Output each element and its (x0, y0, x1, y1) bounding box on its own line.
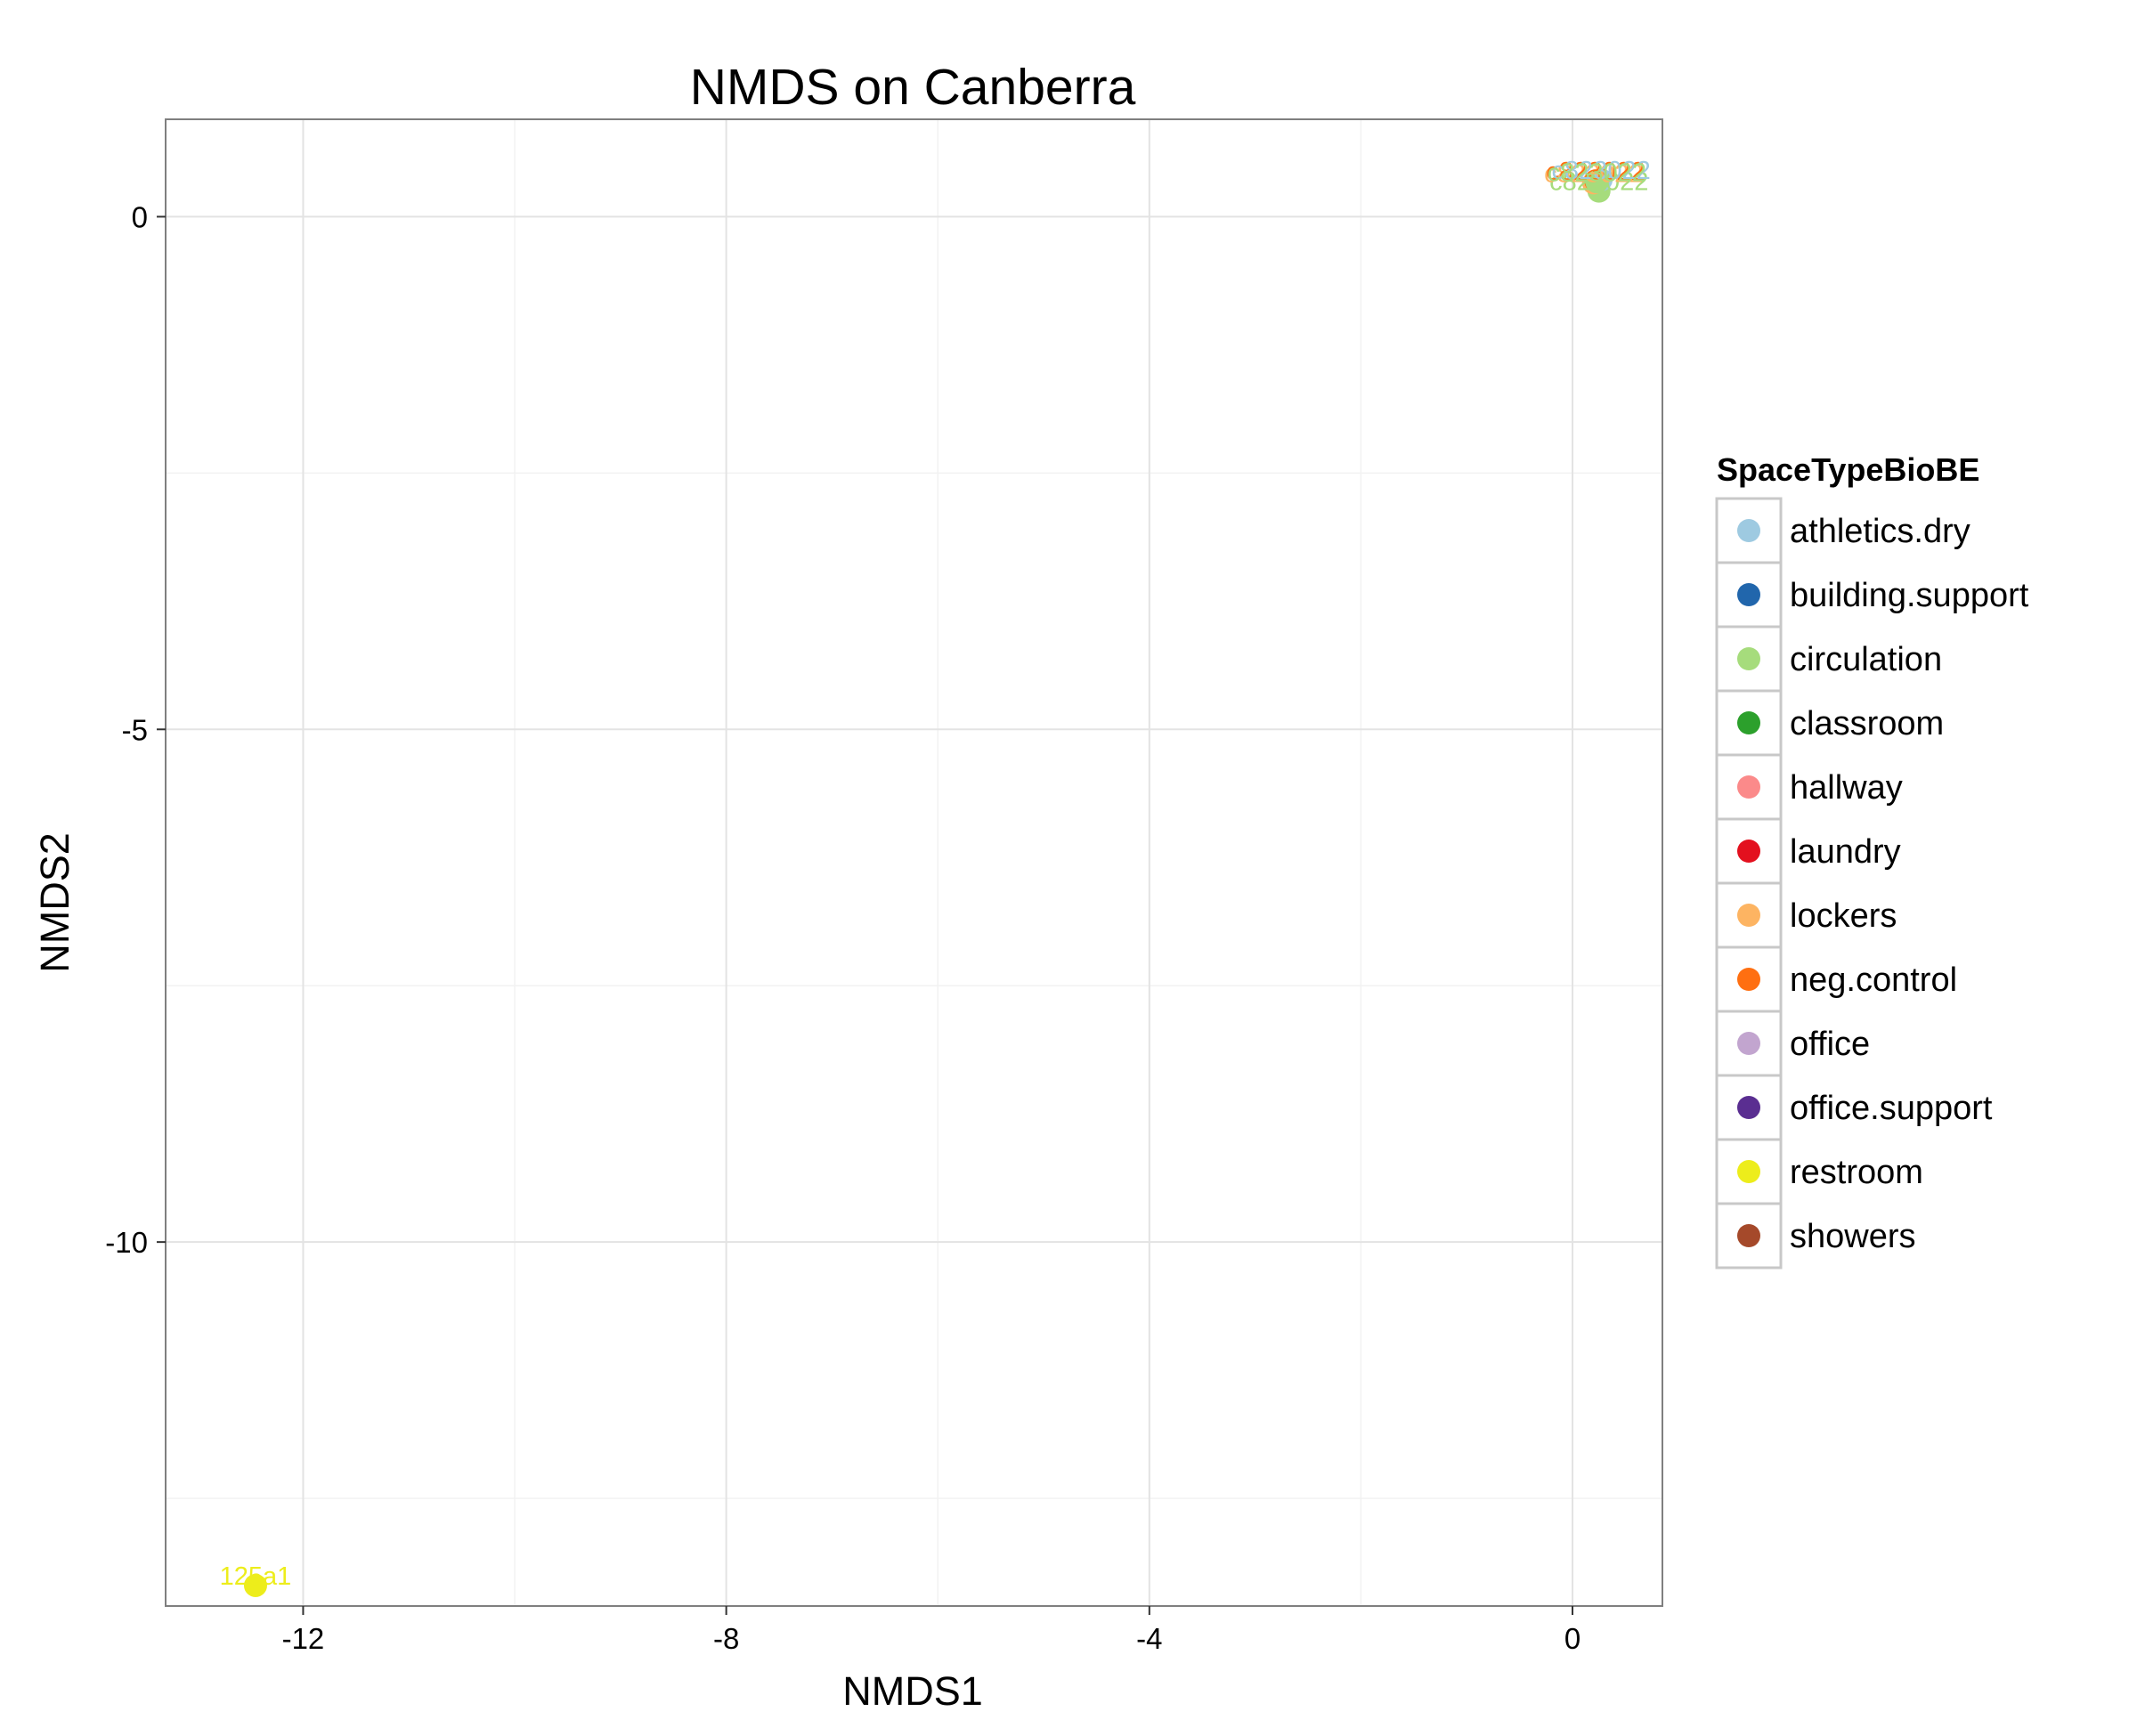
point-label: c823022 (1544, 159, 1643, 188)
legend-key-point (1737, 1032, 1760, 1055)
legend-key-point (1737, 711, 1760, 734)
chart-title: NMDS on Canberra (690, 59, 1136, 116)
legend-title: SpaceTypeBioBE (1717, 451, 1979, 488)
y-tick-label: -5 (122, 713, 148, 746)
legend-key-point (1737, 519, 1760, 542)
legend-label: neg.control (1790, 961, 1957, 999)
legend-label: building.support (1790, 577, 2029, 614)
point-label: c823022 (1548, 158, 1646, 187)
legend-label: showers (1790, 1218, 1916, 1255)
y-tick-label: 0 (132, 200, 148, 233)
data-point (1585, 170, 1609, 194)
x-tick-label: -4 (1136, 1622, 1162, 1655)
legend-key-point (1737, 968, 1760, 991)
point-label: c823022 (1551, 157, 1650, 185)
point-label: c823022 (1547, 158, 1645, 186)
legend: SpaceTypeBioBE athletics.dry building.sup… (1715, 451, 2029, 1270)
data-point (243, 1573, 267, 1597)
legend-key-point (1737, 1160, 1760, 1183)
legend-key-point (1737, 775, 1760, 799)
legend-label: hallway (1790, 769, 1903, 807)
x-tick-label: 0 (1564, 1622, 1580, 1655)
legend-key-point (1737, 647, 1760, 670)
legend-label: restroom (1790, 1154, 1923, 1191)
legend-key (1715, 689, 1783, 757)
y-tick-label: -10 (105, 1226, 148, 1259)
x-tick-label: -8 (713, 1622, 739, 1655)
legend-key-point (1737, 583, 1760, 606)
legend-label: office (1790, 1026, 1870, 1063)
legend-label: circulation (1790, 641, 1942, 678)
legend-label: classroom (1790, 705, 1944, 742)
panel-background (166, 119, 1662, 1606)
legend-key-point (1737, 840, 1760, 863)
legend-key-point (1737, 1096, 1760, 1119)
plot-area: 125a1c823022c823022c823022c823022c823022… (105, 118, 1663, 1655)
y-axis-title: NMDS2 (32, 832, 77, 973)
panel-border (165, 118, 1663, 1607)
x-tick-label: -12 (282, 1622, 325, 1655)
legend-key-point (1737, 904, 1760, 927)
point-label: 125a1 (220, 1562, 292, 1591)
legend-label: laundry (1790, 833, 1901, 871)
point-label: c823022 (1549, 168, 1648, 197)
legend-label: lockers (1790, 897, 1897, 935)
legend-key (1715, 1202, 1783, 1270)
legend-label: athletics.dry (1790, 513, 1970, 550)
legend-key-point (1737, 1224, 1760, 1247)
legend-label: office.support (1790, 1090, 1993, 1127)
x-axis-title: NMDS1 (842, 1668, 983, 1714)
